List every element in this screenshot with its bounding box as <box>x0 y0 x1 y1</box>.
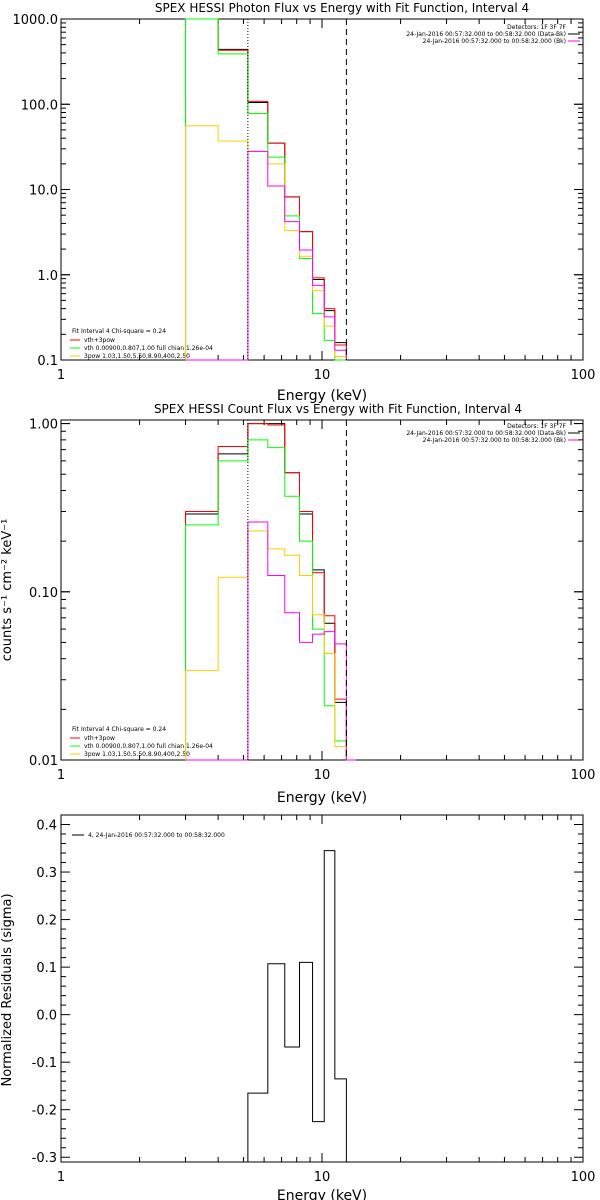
bk-interval-label-2: 24-Jan-2016 00:57:32.000 to 00:58:32.000… <box>423 437 566 444</box>
series-data-bk <box>185 18 347 360</box>
x-tick-label: 10 <box>314 368 331 383</box>
x-tick-label: 100 <box>571 1170 596 1185</box>
series-vth <box>185 18 347 361</box>
plot-frame <box>60 814 584 1163</box>
y-tick-label: -0.2 <box>32 1104 57 1119</box>
fit-chi-label: Fit Interval 4 Chi-square = 0.24 <box>72 328 166 335</box>
y-tick-label: 100.0 <box>21 98 58 113</box>
fit-vth-label-2: vth 0.00900,0.807,1.00 full chian 1.26e-… <box>84 743 213 750</box>
x-tick-label: 10 <box>314 1170 331 1185</box>
y-tick-label: -0.3 <box>32 1151 57 1166</box>
detectors-label-2: Detectors: 1F 3F 7F <box>507 423 566 430</box>
fit-3pow-label: 3pow 1.03,1.50,5.50,8.90,400,2.50 <box>84 353 190 360</box>
plot-frame <box>60 18 584 361</box>
x-tick-label: 100 <box>571 768 596 783</box>
data-bk-interval-label: 24-Jan-2016 00:57:32.000 to 00:58:32.000… <box>406 31 566 38</box>
y-tick-label: 0.1 <box>37 354 58 369</box>
y-tick-label: 1.0 <box>37 269 58 284</box>
x-tick-label: 1 <box>57 368 65 383</box>
count-flux-ylabel: counts s⁻¹ cm⁻² keV⁻¹ <box>0 519 15 662</box>
fit-model-label-2: vth+3pow <box>84 735 115 742</box>
residuals-steps <box>247 850 347 1162</box>
photon-flux-title: SPEX HESSI Photon Flux vs Energy with Fi… <box>155 1 529 15</box>
count-flux-title: SPEX HESSI Count Flux vs Energy with Fit… <box>154 402 522 416</box>
y-tick-label: 10.0 <box>29 184 58 199</box>
y-tick-label: 0.1 <box>36 961 57 976</box>
y-tick-label: 0.2 <box>36 914 57 929</box>
bk-interval-label: 24-Jan-2016 00:57:32.000 to 00:58:32.000… <box>423 38 566 45</box>
count-flux-panel: SPEX HESSI Count Flux vs Energy with Fit… <box>0 402 595 806</box>
fit-chi-label-2: Fit Interval 4 Chi-square = 0.24 <box>72 726 166 733</box>
series-data-bk <box>185 423 357 761</box>
fit-model-label: vth+3pow <box>84 337 115 344</box>
fit-3pow-label-2: 3pow 1.03,1.50,5.50,8.90,400,2.50 <box>84 751 190 758</box>
residuals-panel: 4, 24-Jan-2016 00:57:32.000 to 00:58:32.… <box>0 814 596 1200</box>
series-bk <box>185 150 347 361</box>
count-flux-xlabel: Energy (keV) <box>277 790 367 806</box>
y-tick-label: -0.1 <box>32 1056 57 1071</box>
residuals-ylabel: Normalized Residuals (sigma) <box>0 893 15 1086</box>
fit-vth-label: vth 0.00900,0.807,1.00 full chian 1.26e-… <box>84 345 213 352</box>
y-tick-label: 0.0 <box>36 1009 57 1024</box>
data-bk-interval-label-2: 24-Jan-2016 00:57:32.000 to 00:58:32.000… <box>406 430 566 437</box>
detectors-label: Detectors: 1F 3F 7F <box>507 24 566 31</box>
series-vth <box>185 439 357 761</box>
y-tick-label: 0.4 <box>36 819 57 834</box>
y-tick-label: 0.01 <box>29 754 58 769</box>
x-tick-label: 100 <box>571 368 596 383</box>
residuals-legend-label: 4, 24-Jan-2016 00:57:32.000 to 00:58:32.… <box>88 832 225 839</box>
y-tick-label: 1000.0 <box>13 13 59 28</box>
x-tick-label: 1 <box>57 768 65 783</box>
series-vth-3pow <box>185 18 347 360</box>
series-vth-3pow <box>185 423 357 761</box>
residuals-xlabel: Energy (keV) <box>277 1188 367 1200</box>
y-tick-label: 0.10 <box>29 586 58 601</box>
series-3pow <box>185 125 347 360</box>
y-tick-label: 1.00 <box>29 418 58 433</box>
plot-frame <box>60 419 584 761</box>
series-3pow <box>185 530 357 761</box>
x-tick-label: 10 <box>314 768 331 783</box>
x-tick-label: 1 <box>57 1170 65 1185</box>
photon-flux-panel: SPEX HESSI Photon Flux vs Energy with Fi… <box>13 1 596 404</box>
y-tick-label: 0.3 <box>36 866 57 881</box>
series-bk <box>185 521 357 761</box>
photon-flux-xlabel: Energy (keV) <box>277 388 367 404</box>
